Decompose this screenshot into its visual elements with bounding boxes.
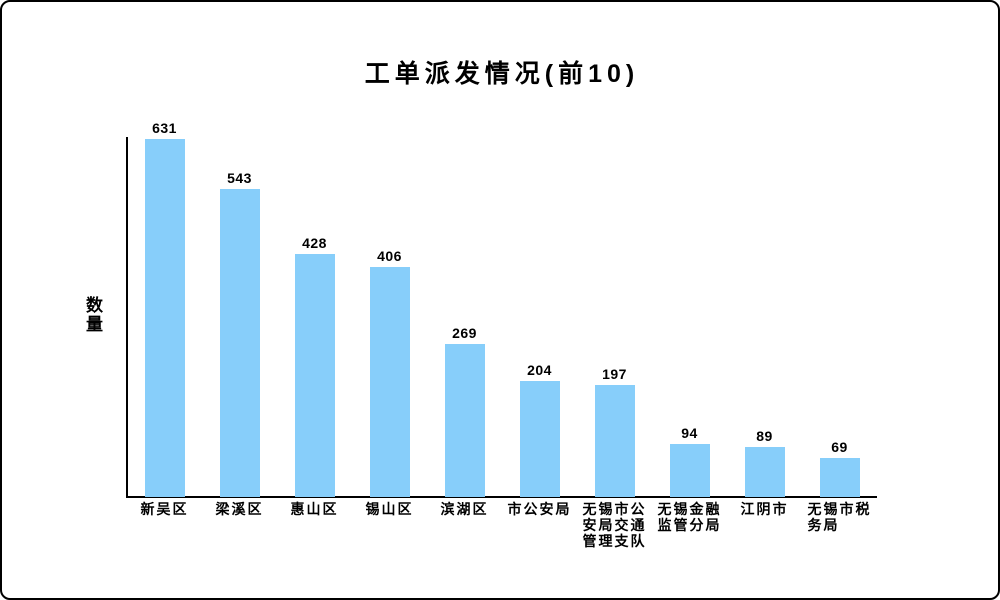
bar [594, 385, 635, 497]
bar-value-label: 204 [527, 362, 552, 378]
x-axis-label: 惠山区 [290, 501, 339, 517]
bar [369, 267, 410, 497]
bar-value-label: 69 [831, 439, 848, 455]
x-axis-label: 无锡金融 监管分局 [657, 501, 722, 533]
bar-value-label: 269 [452, 325, 477, 341]
y-axis-line [126, 137, 128, 498]
x-axis-label: 无锡市公 安局交通 管理支队 [582, 501, 647, 549]
bar-value-label: 631 [152, 120, 177, 136]
x-axis-label: 梁溪区 [215, 501, 264, 517]
bar [519, 381, 560, 497]
bar [819, 458, 860, 497]
bar-value-label: 543 [227, 170, 252, 186]
bar [444, 344, 485, 497]
bar [669, 444, 710, 497]
x-axis-label: 滨湖区 [440, 501, 489, 517]
x-axis-label: 市公安局 [507, 501, 572, 517]
bar [219, 189, 260, 497]
bar-value-label: 428 [302, 235, 327, 251]
bar [294, 254, 335, 497]
x-axis-label: 新吴区 [140, 501, 189, 517]
bar [144, 139, 185, 497]
chart-title: 工单派发情况(前10) [364, 60, 640, 88]
x-axis-line [126, 496, 877, 498]
x-axis-label: 无锡市税 务局 [807, 501, 872, 533]
x-axis-label: 江阴市 [740, 501, 789, 517]
bar-value-label: 406 [377, 248, 402, 264]
bar-value-label: 94 [681, 425, 698, 441]
y-axis-label: 数量 [83, 296, 102, 334]
bar [744, 447, 785, 497]
bar-value-label: 197 [602, 366, 627, 382]
bar-value-label: 89 [756, 428, 773, 444]
x-axis-label: 锡山区 [365, 501, 414, 517]
